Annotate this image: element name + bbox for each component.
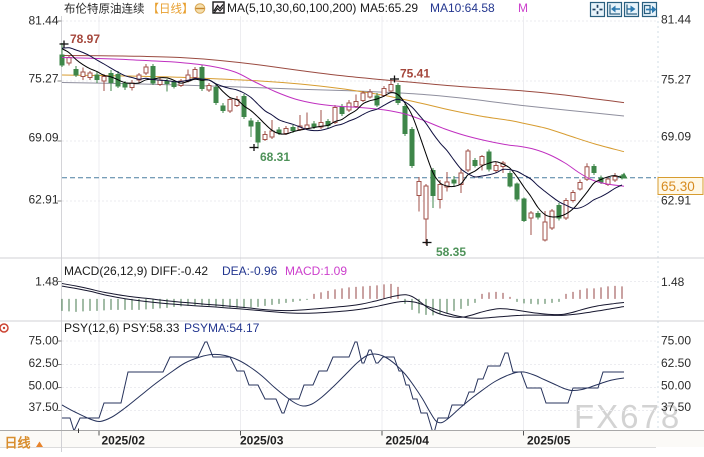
svg-text:MA10:64.58: MA10:64.58 [430,1,495,15]
svg-text:2025/02: 2025/02 [102,434,146,448]
svg-text:50.00: 50.00 [661,379,691,393]
svg-text:75.00: 75.00 [28,334,58,348]
svg-text:62.50: 62.50 [661,356,691,370]
svg-text:69.09: 69.09 [661,130,691,144]
svg-text:1.48: 1.48 [35,275,59,289]
svg-text:【日线】: 【日线】 [148,2,194,16]
svg-text:DEA:-0.96: DEA:-0.96 [222,264,278,278]
svg-text:1.48: 1.48 [661,275,685,289]
svg-text:62.91: 62.91 [661,194,691,208]
svg-text:65.30: 65.30 [661,179,695,194]
svg-text:68.31: 68.31 [260,150,290,164]
svg-text:日线: 日线 [5,436,31,451]
svg-text:78.97: 78.97 [70,32,100,46]
svg-text:37.50: 37.50 [28,400,58,414]
svg-text:75.27: 75.27 [28,72,58,86]
svg-text:布伦特原油连续: 布伦特原油连续 [64,2,145,16]
svg-text:75.41: 75.41 [400,67,430,81]
svg-text:MA5:65.29: MA5:65.29 [360,1,418,15]
svg-text:75.27: 75.27 [661,73,691,87]
svg-text:69.09: 69.09 [28,131,58,145]
svg-text:62.50: 62.50 [28,356,58,370]
svg-text:FX678: FX678 [574,398,681,435]
svg-text:50.00: 50.00 [28,379,58,393]
svg-text:PSY(12,6) PSY:58.33: PSY(12,6) PSY:58.33 [64,321,180,335]
svg-text:62.91: 62.91 [28,193,58,207]
svg-text:81.44: 81.44 [661,13,691,27]
svg-text:2025/05: 2025/05 [527,434,571,448]
svg-text:2025/03: 2025/03 [240,434,284,448]
svg-text:M: M [518,1,528,15]
svg-text:MACD(26,12,9) DIFF:-0.42: MACD(26,12,9) DIFF:-0.42 [64,264,208,278]
svg-text:75.00: 75.00 [661,334,691,348]
svg-text:58.35: 58.35 [436,245,466,259]
svg-text:PSYMA:54.17: PSYMA:54.17 [184,321,260,335]
svg-text:37.50: 37.50 [661,400,691,414]
svg-text:2025/04: 2025/04 [386,434,430,448]
svg-text:MACD:1.09: MACD:1.09 [285,264,347,278]
svg-text:MA(5,10,30,60,100,200): MA(5,10,30,60,100,200) [227,1,356,15]
svg-text:81.44: 81.44 [28,14,58,28]
